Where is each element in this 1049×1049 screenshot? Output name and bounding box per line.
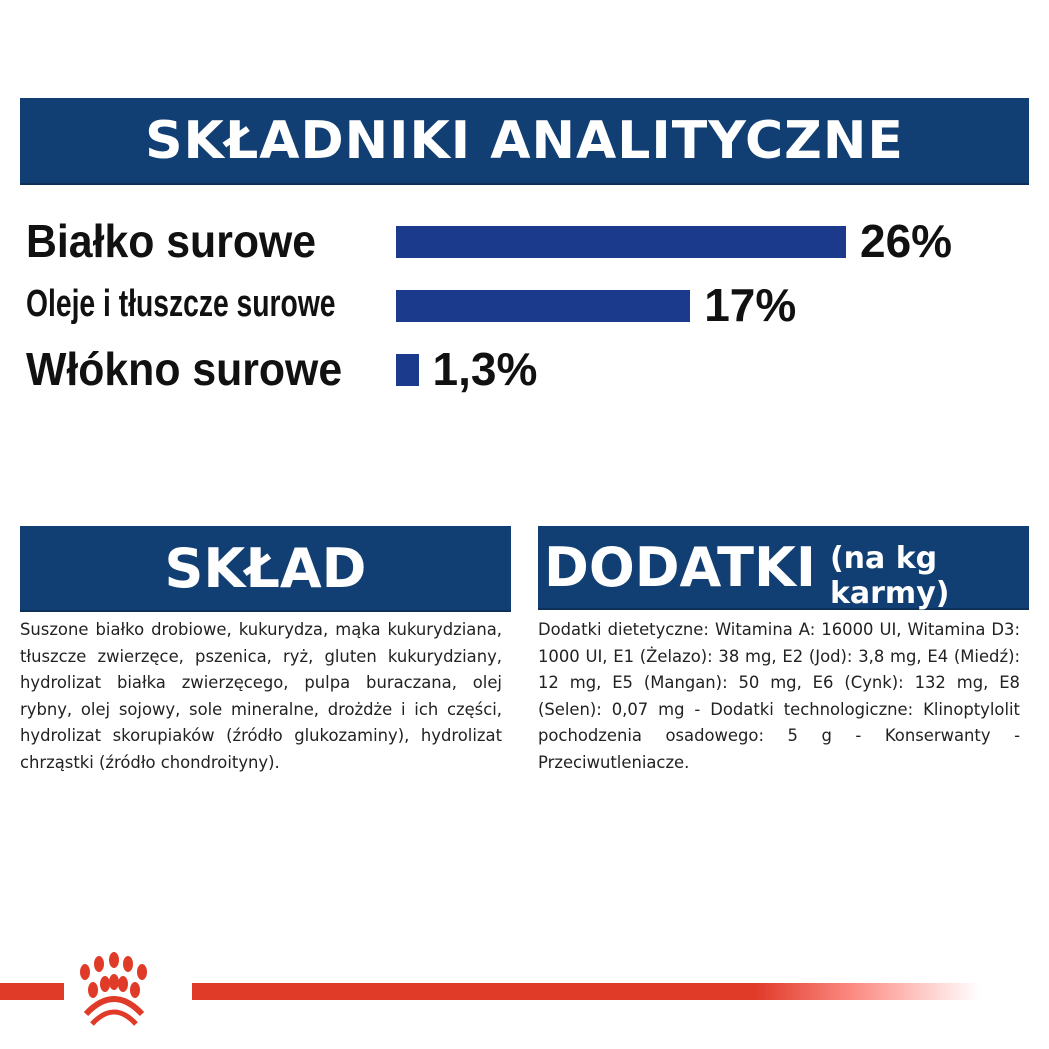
dodatki-text: Dodatki dietetyczne: Witamina A: 16000 U… — [538, 620, 1020, 772]
bar — [396, 290, 691, 322]
brand-stripe — [0, 983, 980, 1000]
dodatki-subheading: (na kg karmy) — [829, 541, 950, 611]
bar — [396, 354, 419, 386]
bar-value-label: 26% — [860, 215, 953, 267]
sklad-text: Suszone białko drobiowe, kukurydza, mąka… — [20, 620, 502, 772]
bar-value-label: 17% — [704, 279, 797, 331]
dodatki-heading: DODATKI (na kg karmy) — [538, 526, 1029, 611]
bar-label: Białko surowe — [26, 215, 317, 268]
bar — [396, 226, 846, 258]
sklad-heading-text: SKŁAD — [164, 536, 367, 600]
royal-canin-crown-logo-icon — [64, 952, 192, 1032]
sklad-heading: SKŁAD — [20, 526, 511, 612]
dodatki-heading-text: DODATKI — [544, 535, 816, 599]
section-title: SKŁADNIKI ANALITYCZNE — [20, 98, 1029, 185]
bar-value-label: 1,3% — [432, 343, 538, 395]
bar-label: Oleje i tłuszcze surowe — [26, 283, 336, 326]
bar-label: Włókno surowe — [26, 343, 343, 396]
